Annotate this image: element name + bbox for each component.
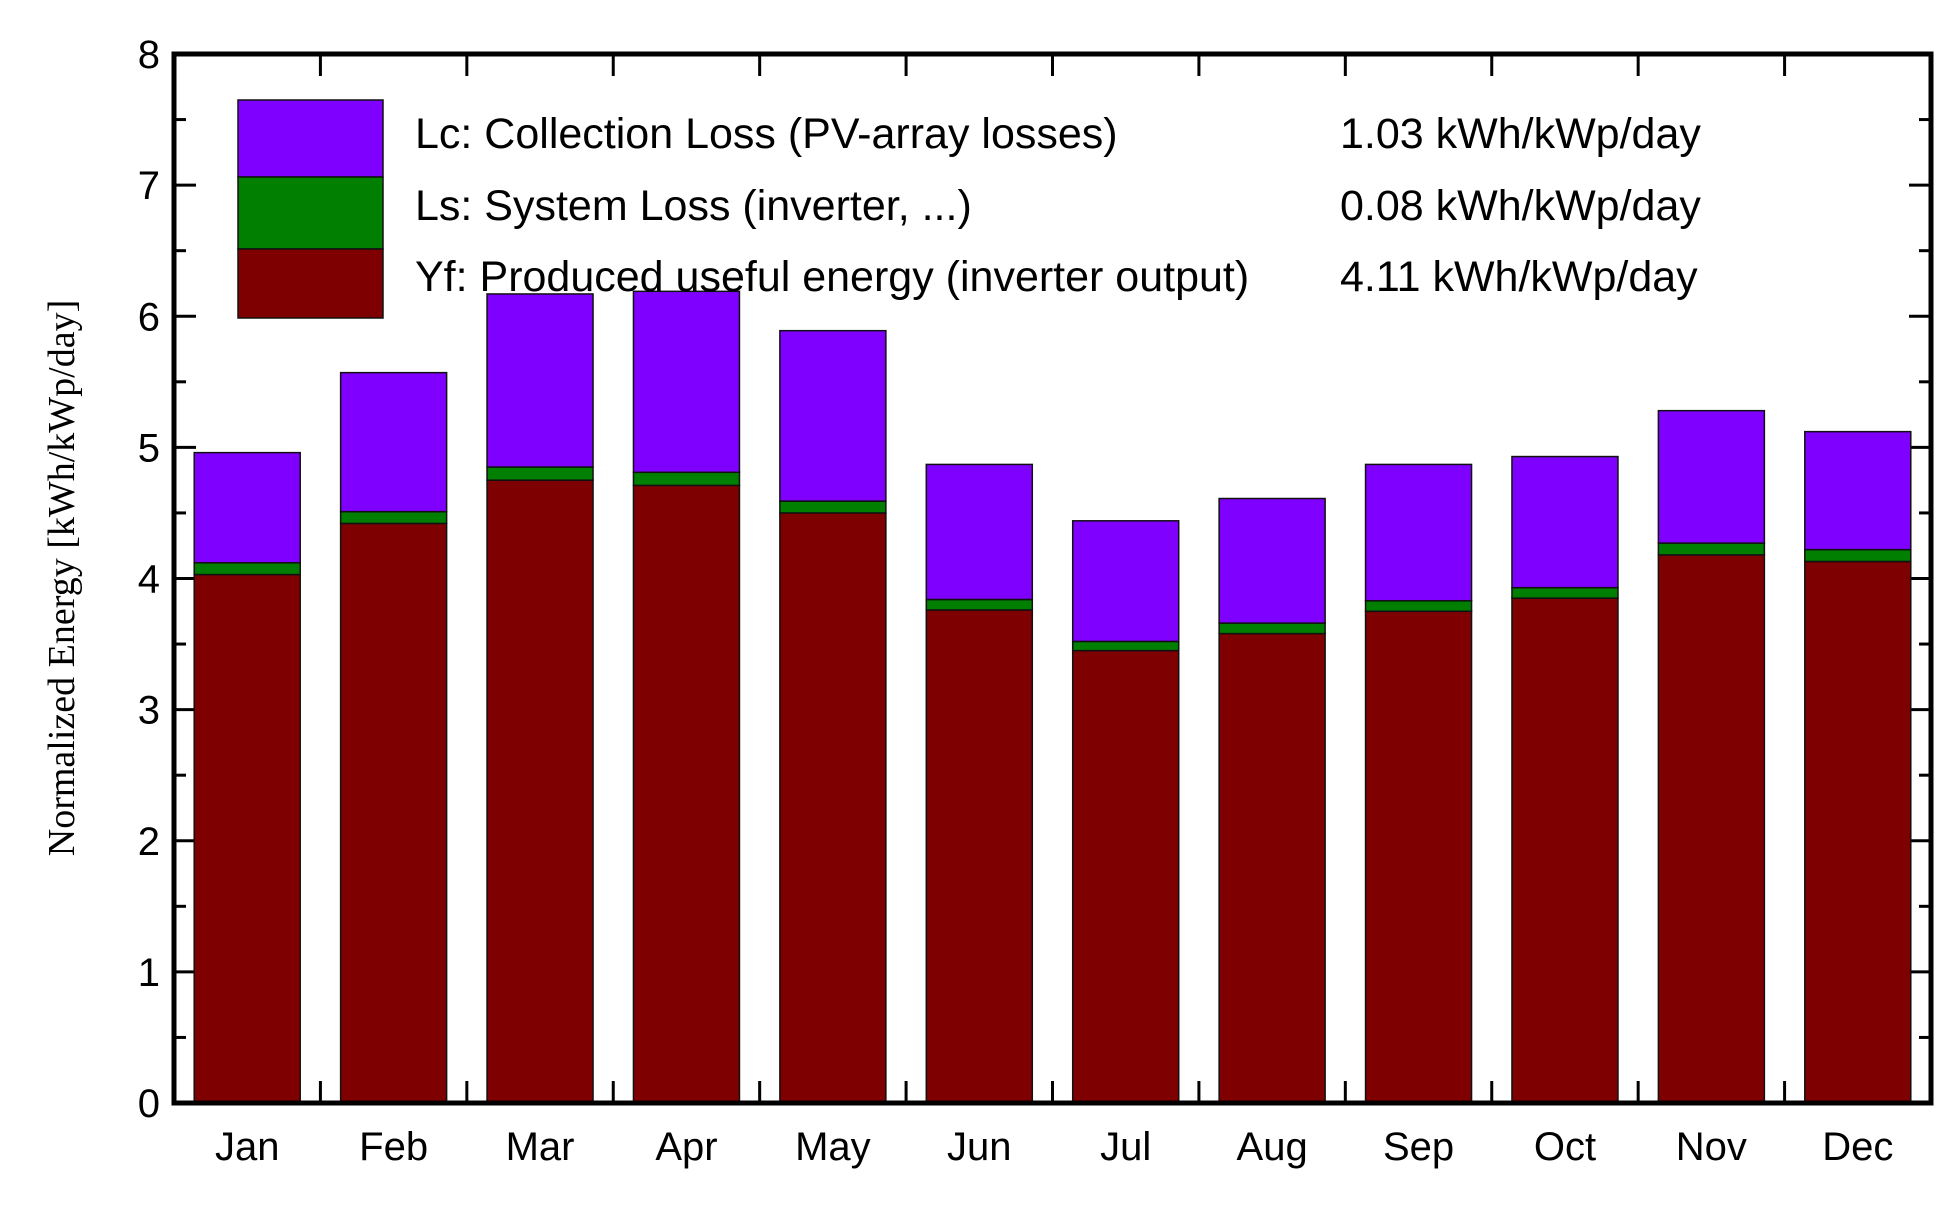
bar-yf-dec: [1804, 560, 1912, 1104]
x-tick-label: Oct: [1534, 1125, 1596, 1169]
bar-ls-jun: [925, 598, 1034, 611]
axis-ticks: [174, 52, 1931, 1105]
legend-value-lc: 1.03 kWh/kWp/day: [1340, 110, 1701, 158]
legend-swatch-lc: [237, 99, 384, 178]
x-tick-label: Nov: [1676, 1125, 1747, 1169]
bar-ls-jul: [1071, 640, 1180, 652]
bar-yf-apr: [632, 484, 741, 1104]
y-tick-label: 1: [138, 951, 160, 995]
bar-lc-jun: [925, 463, 1034, 601]
x-tick-labels: Jan Feb Mar Apr May Jun Jul Aug Sep Oct Nov Dec: [215, 1125, 1893, 1169]
bar-lc-feb: [339, 371, 448, 513]
y-tick-label: 4: [138, 558, 160, 602]
legend-swatch-ls: [237, 176, 384, 250]
bar-yf-nov: [1657, 554, 1766, 1104]
y-tick-label: 6: [138, 295, 160, 339]
x-tick-label: Jan: [215, 1125, 280, 1169]
bar-yf-jun: [925, 609, 1034, 1104]
legend-label-yf: Yf: Produced useful energy (inverter out…: [415, 253, 1249, 301]
bar-yf-jan: [193, 573, 301, 1104]
legend-label-ls: Ls: System Loss (inverter, ...): [415, 182, 972, 230]
x-tick-label: Jul: [1100, 1125, 1151, 1169]
bar-lc-sep: [1364, 463, 1473, 602]
bar-lc-mar: [486, 293, 594, 468]
bar-lc-dec: [1804, 430, 1912, 551]
bar-yf-jul: [1071, 649, 1180, 1104]
bar-lc-oct: [1511, 455, 1619, 589]
bar-yf-aug: [1218, 632, 1326, 1104]
y-tick-label: 5: [138, 426, 160, 470]
legend-value-yf: 4.11 kWh/kWp/day: [1340, 253, 1698, 301]
bar-ls-jan: [193, 562, 301, 576]
x-tick-label: Sep: [1383, 1125, 1454, 1169]
y-tick-label: 7: [138, 164, 160, 208]
legend-label-lc: Lc: Collection Loss (PV-array losses): [415, 110, 1118, 158]
bar-ls-aug: [1218, 622, 1326, 635]
legend: Lc: Collection Loss (PV-array losses) 1.0…: [237, 99, 1701, 319]
x-tick-label: Mar: [506, 1125, 575, 1169]
bar-yf-sep: [1364, 610, 1473, 1104]
bar-lc-nov: [1657, 409, 1766, 544]
bar-ls-may: [779, 500, 887, 514]
legend-swatch-yf: [237, 248, 384, 319]
bar-ls-sep: [1364, 600, 1473, 613]
bar-yf-may: [779, 512, 887, 1104]
bar-ls-dec: [1804, 548, 1912, 563]
x-tick-label: Aug: [1237, 1125, 1308, 1169]
bar-yf-mar: [486, 479, 594, 1104]
y-axis-label: Normalized Energy [kWh/kWp/day]: [41, 300, 83, 856]
y-tick-label: 3: [138, 689, 160, 733]
bar-ls-apr: [632, 471, 741, 487]
x-tick-label: Apr: [655, 1125, 717, 1169]
bars: [193, 290, 1912, 1104]
bar-lc-apr: [632, 290, 741, 474]
bar-lc-may: [779, 329, 887, 502]
legend-value-ls: 0.08 kWh/kWp/day: [1340, 182, 1701, 230]
bar-ls-nov: [1657, 542, 1766, 556]
x-tick-label: Jun: [947, 1125, 1012, 1169]
x-tick-label: May: [795, 1125, 871, 1169]
bar-yf-oct: [1511, 597, 1619, 1104]
bar-lc-jul: [1071, 520, 1180, 643]
plot-frame: [171, 51, 1934, 1106]
bar-lc-jan: [193, 451, 301, 564]
bar-ls-oct: [1511, 586, 1619, 599]
y-tick-label: 8: [138, 33, 160, 77]
y-tick-label: 0: [138, 1082, 160, 1126]
y-tick-label: 2: [138, 820, 160, 864]
bar-yf-feb: [339, 522, 448, 1104]
bar-lc-aug: [1218, 497, 1326, 624]
x-tick-label: Dec: [1822, 1125, 1893, 1169]
y-tick-labels: 0 1 2 3 4 5 6 7 8: [138, 33, 160, 1126]
bar-ls-mar: [486, 466, 594, 481]
x-tick-label: Feb: [359, 1125, 428, 1169]
bar-ls-feb: [339, 510, 448, 525]
